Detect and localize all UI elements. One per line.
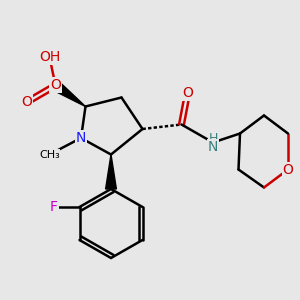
- Text: O: O: [50, 78, 61, 92]
- Text: O: O: [182, 86, 193, 100]
- Text: N: N: [208, 140, 218, 154]
- Polygon shape: [52, 81, 86, 106]
- Text: F: F: [50, 200, 58, 214]
- Text: CH₃: CH₃: [39, 149, 60, 160]
- Text: OH: OH: [39, 50, 60, 64]
- Text: H: H: [208, 131, 218, 145]
- Text: N: N: [76, 131, 86, 145]
- Text: O: O: [22, 95, 32, 109]
- Polygon shape: [106, 154, 116, 189]
- Text: O: O: [283, 163, 293, 176]
